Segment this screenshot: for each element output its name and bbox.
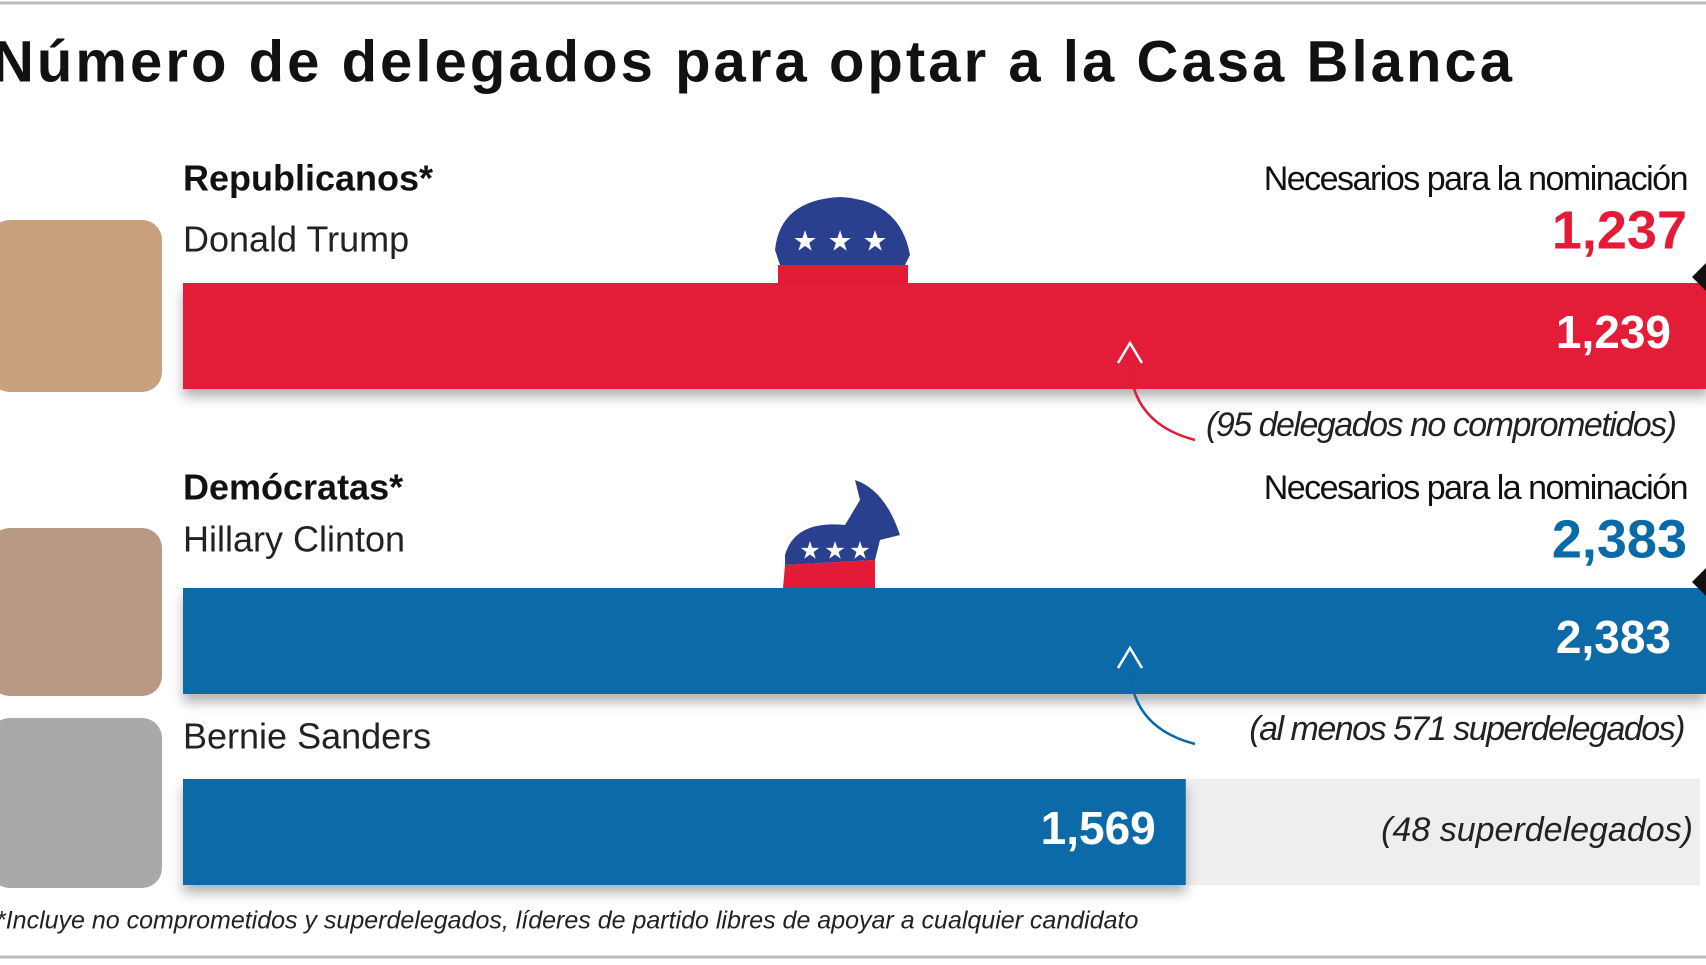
candidate-name: Donald Trump <box>183 219 409 260</box>
bar <box>183 588 1706 694</box>
arrow <box>1128 348 1196 442</box>
bar-value-label: 2,383 <box>1556 611 1671 663</box>
needed-label: Necesarios para la nominación <box>1264 160 1687 198</box>
candidate-name: Hillary Clinton <box>183 519 405 560</box>
bar-value-label: 1,239 <box>1556 306 1671 358</box>
footnote: *Incluye no comprometidos y superdelegad… <box>0 907 1138 935</box>
star: ★ <box>792 225 817 256</box>
candidate-name: Bernie Sanders <box>183 716 431 757</box>
needed-label: Necesarios para la nominación <box>1264 469 1687 507</box>
star: ★ <box>862 225 887 256</box>
needed-value: 2,383 <box>1552 509 1687 569</box>
party-label: Demócratas* <box>183 467 403 508</box>
party-label: Republicanos* <box>183 158 433 199</box>
photo-clinton <box>0 528 162 696</box>
marker <box>1692 263 1706 291</box>
star: ★ <box>827 225 852 256</box>
bar <box>183 779 1186 885</box>
photo-sanders <box>0 718 162 888</box>
photo-trump <box>0 220 162 392</box>
icon-top <box>785 480 900 565</box>
marker <box>1692 568 1706 596</box>
star: ★ <box>849 537 871 564</box>
note: (al menos 571 superdelegados) <box>1249 710 1684 748</box>
arrow <box>1128 653 1196 746</box>
bar-value-label: 1,569 <box>1041 802 1156 854</box>
note: (48 superdelegados) <box>1381 811 1693 849</box>
icon-top <box>775 197 910 265</box>
title: Número de delegados para optar a la Casa… <box>0 29 1513 94</box>
star: ★ <box>824 537 846 564</box>
arrow-head <box>1116 645 1144 669</box>
arrow-head <box>1116 340 1144 364</box>
star: ★ <box>799 537 821 564</box>
note: (95 delegados no comprometidos) <box>1206 406 1676 444</box>
bar <box>183 283 1706 389</box>
needed-value: 1,237 <box>1552 200 1687 260</box>
